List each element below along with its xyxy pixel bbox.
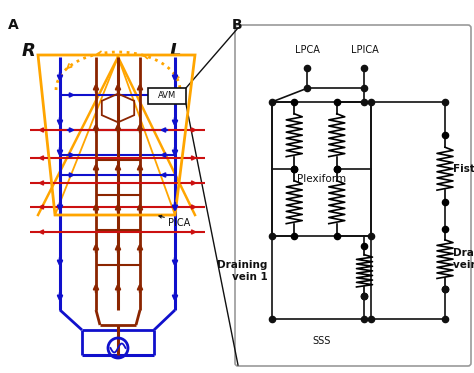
Text: Draining
vein 2: Draining vein 2 xyxy=(453,248,474,270)
Point xyxy=(441,286,449,292)
Point xyxy=(361,316,368,322)
Point xyxy=(291,166,298,172)
Point xyxy=(291,99,298,105)
Bar xyxy=(273,102,372,236)
Text: B: B xyxy=(232,18,243,32)
Text: AVM: AVM xyxy=(158,91,176,100)
Point xyxy=(368,233,375,239)
Point xyxy=(441,99,449,105)
Text: Draining
vein 1: Draining vein 1 xyxy=(217,260,267,282)
Text: SSS: SSS xyxy=(313,336,331,346)
Point xyxy=(269,316,276,322)
Point xyxy=(333,166,341,172)
Bar xyxy=(148,88,186,104)
Text: R: R xyxy=(22,42,36,60)
Point xyxy=(333,166,341,172)
Text: LPICA: LPICA xyxy=(351,45,378,55)
Point xyxy=(291,166,298,172)
Point xyxy=(361,243,368,249)
Point xyxy=(441,199,449,205)
Point xyxy=(269,233,276,239)
Point xyxy=(361,293,368,299)
Point xyxy=(368,316,375,322)
Point xyxy=(269,99,276,105)
Point xyxy=(303,85,311,91)
Point xyxy=(333,99,341,105)
Text: Plexiform: Plexiform xyxy=(297,174,346,184)
Point xyxy=(361,293,368,299)
Point xyxy=(333,233,341,239)
Point xyxy=(361,65,368,71)
Point xyxy=(303,65,311,71)
Point xyxy=(441,226,449,232)
Point xyxy=(441,316,449,322)
Text: Fistula: Fistula xyxy=(453,164,474,174)
Text: A: A xyxy=(8,18,19,32)
Point xyxy=(441,286,449,292)
Text: PICA: PICA xyxy=(168,218,190,228)
Text: L: L xyxy=(170,42,182,60)
Text: LPCA: LPCA xyxy=(294,45,319,55)
Point xyxy=(361,99,368,105)
Point xyxy=(361,85,368,91)
Point xyxy=(291,233,298,239)
FancyBboxPatch shape xyxy=(235,25,471,366)
Point xyxy=(441,132,449,138)
Point xyxy=(368,99,375,105)
